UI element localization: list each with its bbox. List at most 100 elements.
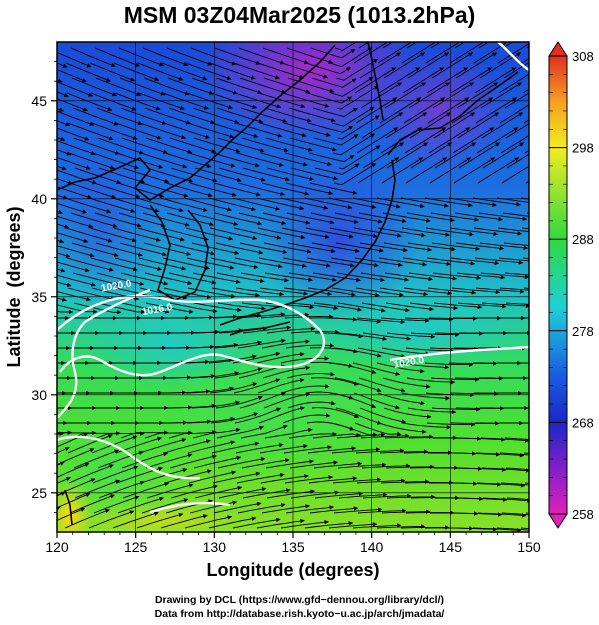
streamline bbox=[288, 432, 338, 439]
streamline bbox=[57, 178, 73, 185]
streamline bbox=[376, 197, 425, 209]
streamline bbox=[305, 62, 351, 75]
streamline bbox=[474, 67, 517, 94]
streamline bbox=[505, 123, 529, 139]
y-tick-label: 45 bbox=[31, 93, 47, 109]
isobar-south bbox=[57, 435, 201, 480]
streamline bbox=[242, 167, 290, 182]
streamline bbox=[57, 274, 96, 287]
streamline bbox=[91, 122, 138, 140]
streamline bbox=[163, 439, 211, 454]
streamline bbox=[289, 302, 339, 311]
streamline bbox=[217, 137, 265, 153]
streamline bbox=[335, 58, 378, 81]
x-tick-label: 140 bbox=[360, 539, 384, 555]
streamline bbox=[328, 522, 378, 529]
streamline bbox=[94, 47, 140, 67]
streamline bbox=[359, 52, 402, 79]
streamline bbox=[162, 257, 211, 271]
streamline bbox=[57, 194, 68, 200]
streamline bbox=[400, 525, 450, 530]
streamline bbox=[452, 127, 495, 154]
streamline bbox=[257, 378, 305, 394]
streamline bbox=[70, 47, 116, 68]
streamline bbox=[333, 163, 377, 186]
streamline bbox=[141, 498, 189, 514]
streamline bbox=[192, 427, 241, 439]
streamline bbox=[475, 287, 525, 294]
streamline bbox=[449, 42, 485, 64]
streamline bbox=[304, 521, 354, 529]
streamline bbox=[116, 152, 164, 169]
streamline bbox=[285, 343, 335, 349]
streamline bbox=[145, 453, 193, 469]
streamline bbox=[480, 437, 529, 443]
streamline bbox=[457, 467, 507, 472]
streamline bbox=[287, 400, 336, 409]
streamline bbox=[482, 142, 525, 169]
streamline bbox=[425, 42, 461, 64]
streamline bbox=[406, 212, 455, 223]
streamline bbox=[433, 112, 476, 139]
streamline bbox=[184, 197, 232, 212]
streamline bbox=[478, 42, 490, 49]
streamline bbox=[384, 82, 427, 109]
streamline bbox=[167, 77, 214, 95]
streamline bbox=[433, 302, 483, 310]
streamline bbox=[215, 395, 263, 409]
streamline bbox=[499, 104, 529, 124]
streamline bbox=[69, 182, 117, 199]
streamline bbox=[237, 503, 286, 514]
streamline bbox=[338, 332, 388, 341]
streamline bbox=[216, 107, 264, 124]
streamline bbox=[64, 197, 112, 214]
colorbar-label: 278 bbox=[572, 324, 594, 339]
streamline bbox=[218, 167, 266, 182]
streamline bbox=[120, 272, 169, 286]
streamline bbox=[160, 197, 208, 212]
streamline bbox=[66, 257, 114, 272]
streamline bbox=[481, 112, 524, 139]
streamline bbox=[232, 517, 281, 529]
streamline bbox=[236, 312, 286, 319]
streamline bbox=[262, 365, 311, 379]
streamline bbox=[57, 62, 68, 68]
streamline bbox=[138, 92, 185, 110]
streamline bbox=[314, 163, 360, 175]
streamline bbox=[208, 197, 256, 212]
streamline bbox=[335, 407, 382, 425]
streamline bbox=[337, 115, 380, 140]
streamline bbox=[332, 317, 382, 324]
streamline bbox=[185, 62, 232, 81]
streamline bbox=[214, 212, 263, 226]
streamline bbox=[57, 493, 91, 509]
streamline bbox=[67, 434, 113, 454]
isobar-1020-west bbox=[57, 288, 151, 419]
streamline bbox=[72, 272, 120, 287]
streamline bbox=[506, 153, 529, 169]
streamline bbox=[257, 227, 306, 240]
streamline bbox=[312, 433, 362, 439]
streamline bbox=[329, 392, 377, 408]
streamline bbox=[57, 491, 66, 497]
streamline bbox=[283, 287, 333, 296]
streamline bbox=[310, 377, 359, 386]
streamline bbox=[328, 362, 377, 375]
streamline bbox=[287, 242, 336, 254]
streamline bbox=[184, 357, 234, 364]
streamline bbox=[313, 302, 362, 312]
streamline bbox=[235, 287, 285, 297]
isobar-1016 bbox=[57, 295, 326, 377]
streamline bbox=[88, 197, 136, 213]
streamline bbox=[358, 377, 406, 393]
streamline bbox=[70, 212, 118, 228]
streamline bbox=[144, 272, 193, 285]
streamline bbox=[259, 122, 307, 138]
streamline bbox=[280, 197, 329, 210]
streamline bbox=[234, 92, 282, 109]
streamline bbox=[431, 242, 481, 251]
streamline bbox=[477, 512, 527, 518]
streamline bbox=[163, 287, 212, 299]
streamline bbox=[188, 470, 237, 484]
